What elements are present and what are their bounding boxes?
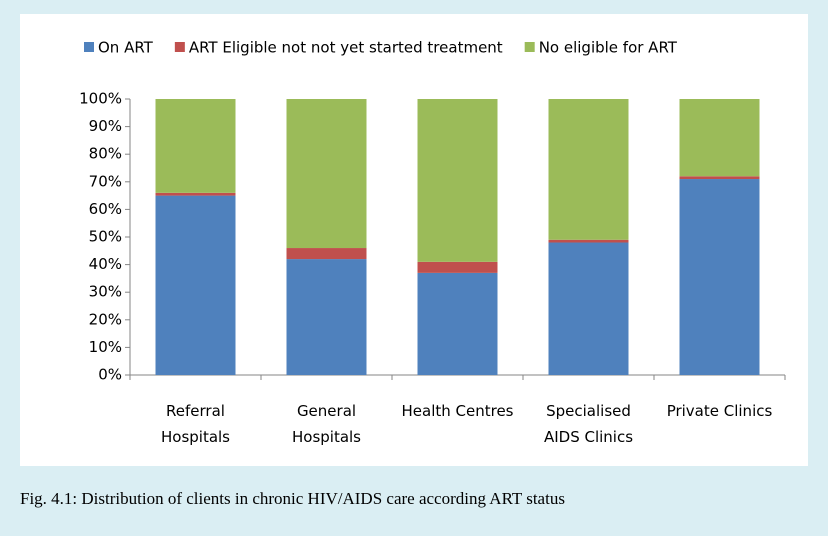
x-tick-label: Private Clinics — [667, 402, 773, 420]
y-tick-label: 50% — [89, 228, 122, 246]
y-tick-label: 80% — [89, 145, 122, 163]
bar-segment — [679, 179, 760, 375]
bar-segment — [286, 99, 367, 249]
bar-segment — [417, 261, 498, 273]
bar-segment — [286, 248, 367, 260]
bar-segment — [679, 176, 760, 180]
x-tick-label: Referral Hospitals — [161, 402, 230, 446]
bar-segment — [155, 192, 236, 196]
bar-segment — [417, 99, 498, 262]
bar-segment — [286, 259, 367, 375]
bar-segment — [548, 239, 629, 243]
x-tick-label: Health Centres — [402, 402, 514, 420]
y-tick-label: 40% — [89, 255, 122, 273]
bar-segment — [417, 272, 498, 375]
bar-segment — [155, 195, 236, 375]
y-tick-label: 70% — [89, 172, 122, 190]
legend-swatch — [524, 42, 535, 52]
bar-segment — [548, 242, 629, 375]
legend-label: ART Eligible not not yet started treatme… — [189, 39, 503, 57]
bar-segment — [679, 99, 760, 177]
x-tick-label: General Hospitals — [292, 402, 361, 446]
y-tick-label: 10% — [89, 338, 122, 356]
y-tick-label: 20% — [89, 310, 122, 328]
x-tick-label: Specialised AIDS Clinics — [544, 402, 633, 446]
y-tick-label: 100% — [79, 90, 122, 108]
y-tick-label: 60% — [89, 200, 122, 218]
legend-swatch — [174, 42, 185, 52]
plot-panel — [20, 14, 808, 466]
y-tick-label: 90% — [89, 117, 122, 135]
caption: Fig. 4.1: Distribution of clients in chr… — [20, 489, 565, 508]
bar-segment — [548, 99, 629, 240]
legend-label: On ART — [98, 39, 154, 57]
legend-swatch — [84, 42, 94, 52]
bar-segment — [155, 99, 236, 193]
legend-label: No eligible for ART — [539, 39, 678, 57]
y-tick-label: 30% — [89, 283, 122, 301]
y-tick-label: 0% — [98, 366, 122, 384]
